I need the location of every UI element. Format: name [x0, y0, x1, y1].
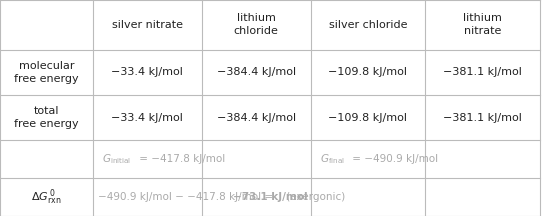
- Text: = −490.9 kJ/mol: = −490.9 kJ/mol: [349, 154, 439, 164]
- Text: $\mathit{G}_{\mathrm{final}}$: $\mathit{G}_{\mathrm{final}}$: [320, 152, 346, 166]
- Text: −73.1 kJ/mol: −73.1 kJ/mol: [233, 192, 308, 202]
- Text: −33.4 kJ/mol: −33.4 kJ/mol: [111, 67, 183, 77]
- Text: −109.8 kJ/mol: −109.8 kJ/mol: [329, 113, 407, 123]
- Text: −381.1 kJ/mol: −381.1 kJ/mol: [443, 67, 522, 77]
- Text: $\Delta G^{\,0}_{\mathrm{rxn}}$: $\Delta G^{\,0}_{\mathrm{rxn}}$: [31, 187, 62, 207]
- Text: −381.1 kJ/mol: −381.1 kJ/mol: [443, 113, 522, 123]
- Text: $\mathit{G}_{\mathrm{initial}}$: $\mathit{G}_{\mathrm{initial}}$: [102, 152, 132, 166]
- Text: molecular
free energy: molecular free energy: [14, 61, 78, 84]
- Text: = −417.8 kJ/mol: = −417.8 kJ/mol: [136, 154, 226, 164]
- Text: (exergonic): (exergonic): [283, 192, 346, 202]
- Text: −109.8 kJ/mol: −109.8 kJ/mol: [329, 67, 407, 77]
- Text: −33.4 kJ/mol: −33.4 kJ/mol: [111, 113, 183, 123]
- Text: silver nitrate: silver nitrate: [112, 20, 183, 30]
- Text: lithium
nitrate: lithium nitrate: [463, 13, 502, 37]
- Text: silver chloride: silver chloride: [329, 20, 407, 30]
- Text: −384.4 kJ/mol: −384.4 kJ/mol: [216, 67, 296, 77]
- Text: lithium
chloride: lithium chloride: [234, 13, 278, 37]
- Text: total
free energy: total free energy: [14, 106, 78, 129]
- Text: −384.4 kJ/mol: −384.4 kJ/mol: [216, 113, 296, 123]
- Text: −490.9 kJ/mol − −417.8 kJ/mol =: −490.9 kJ/mol − −417.8 kJ/mol =: [98, 192, 276, 202]
